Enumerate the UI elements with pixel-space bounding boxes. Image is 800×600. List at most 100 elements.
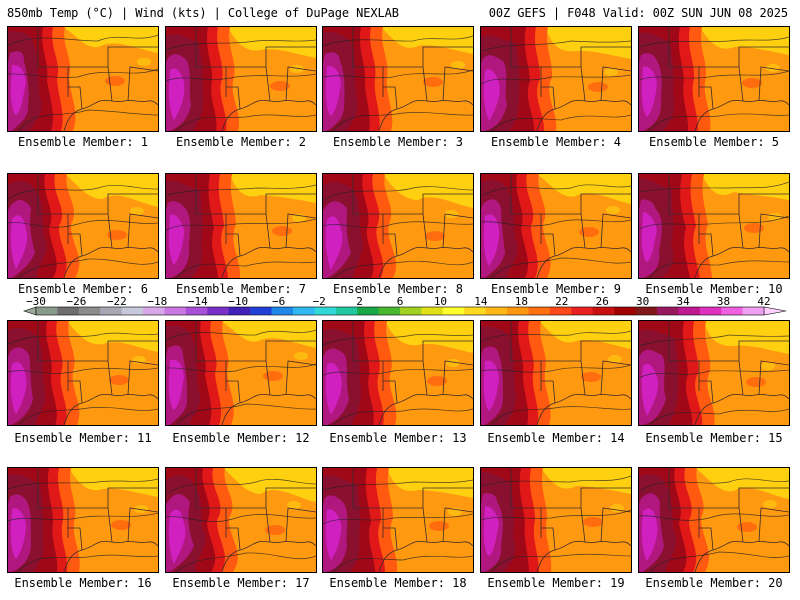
warm-blob xyxy=(425,231,445,241)
colorbar-swatch xyxy=(78,307,101,315)
colorbar-swatch xyxy=(292,307,315,315)
temperature-colorbar: −30 −26 −22 −18 −14 −10 −6 −2 2 6 10 14 18 22 26 30 34 38… xyxy=(23,296,787,316)
cool-blob xyxy=(608,355,622,363)
warm-blob xyxy=(429,521,449,531)
cool-blob xyxy=(451,61,465,69)
ensemble-panel xyxy=(638,467,790,573)
ensemble-member-label: Ensemble Member: 1 xyxy=(17,135,149,149)
cool-blob xyxy=(761,362,775,370)
colorbar-tick-label: 22 xyxy=(555,296,568,308)
cool-blob xyxy=(130,207,144,215)
colorbar-tick-label: 26 xyxy=(596,296,609,308)
ensemble-panel xyxy=(638,173,790,279)
colorbar-tick-label: 34 xyxy=(676,296,690,308)
colorbar-tick-label: 2 xyxy=(356,296,363,308)
height-contours xyxy=(323,334,473,425)
colorbar-swatch xyxy=(143,307,165,315)
cool-blob xyxy=(766,64,780,72)
colorbar-swatch xyxy=(378,307,401,315)
colorbar-swatch xyxy=(678,307,701,315)
cool-region xyxy=(385,321,473,353)
ensemble-member-label: Ensemble Member: 3 xyxy=(332,135,464,149)
magenta-region xyxy=(325,362,342,415)
warm-blob xyxy=(746,377,766,387)
colorbar-swatch xyxy=(507,307,529,315)
height-contours xyxy=(639,36,789,131)
colorbar-tick-label: 42 xyxy=(757,296,770,308)
colorbar-swatch xyxy=(121,307,144,315)
magenta-region xyxy=(10,508,26,559)
ensemble-member-label: Ensemble Member: 17 xyxy=(172,576,310,590)
magenta-region xyxy=(325,65,341,116)
cool-blob xyxy=(768,213,782,221)
state-borders xyxy=(195,468,316,572)
colorbar-tick-label: −30 xyxy=(26,296,46,308)
colorbar-tick-label: −10 xyxy=(228,296,248,308)
state-borders xyxy=(352,174,473,278)
height-contours xyxy=(639,181,789,278)
colorbar-frame xyxy=(35,306,765,316)
map-title: 850mb Temp (°C) | Wind (kts) | College o… xyxy=(7,6,399,20)
warm-blob xyxy=(423,77,443,87)
warm-blob xyxy=(583,517,603,527)
magenta-region xyxy=(325,216,343,270)
colorbar-swatch xyxy=(592,307,615,315)
cool-region xyxy=(63,27,158,53)
height-contours xyxy=(166,39,316,131)
cool-region xyxy=(702,174,789,200)
height-contours xyxy=(166,479,316,572)
ensemble-member-label: Ensemble Member: 12 xyxy=(172,431,310,445)
state-borders xyxy=(510,27,631,131)
ensemble-panel xyxy=(165,173,317,279)
height-contours xyxy=(481,330,631,425)
colorbar-tick-label: 38 xyxy=(717,296,730,308)
ensemble-panel xyxy=(165,320,317,426)
colorbar-swatch xyxy=(699,307,722,315)
cool-blob xyxy=(610,504,624,512)
ensemble-panel xyxy=(165,467,317,573)
cool-blob xyxy=(137,58,151,66)
state-borders xyxy=(668,321,789,425)
ensemble-member-label: Ensemble Member: 19 xyxy=(487,576,625,590)
height-contours xyxy=(639,478,789,572)
cool-region xyxy=(387,468,473,498)
height-contours xyxy=(323,479,473,572)
ensemble-member-label: Ensemble Member: 7 xyxy=(175,282,307,296)
ensemble-member-label: Ensemble Member: 2 xyxy=(175,135,307,149)
magenta-region xyxy=(10,215,28,269)
colorbar-swatch xyxy=(185,307,208,315)
colorbar-swatch xyxy=(100,307,122,315)
ensemble-member-label: Ensemble Member: 13 xyxy=(329,431,467,445)
state-borders xyxy=(510,174,631,278)
colorbar-swatch xyxy=(528,307,551,315)
warm-blob xyxy=(263,371,283,381)
colorbar-arrow-right xyxy=(763,306,787,316)
magenta-region xyxy=(483,360,499,411)
magenta-region xyxy=(325,509,342,560)
magenta-region xyxy=(10,362,27,414)
ensemble-panel xyxy=(165,26,317,132)
state-borders xyxy=(668,468,789,572)
cool-region xyxy=(69,468,158,497)
colorbar-swatch xyxy=(164,307,187,315)
warm-blob xyxy=(270,81,290,91)
colorbar-tick-label: 14 xyxy=(474,296,488,308)
magenta-region xyxy=(641,508,658,561)
colorbar-swatch xyxy=(485,307,508,315)
warm-blob xyxy=(744,223,764,233)
magenta-region xyxy=(641,212,657,262)
magenta-region xyxy=(168,68,185,120)
cool-region xyxy=(539,321,631,349)
colorbar-swatch xyxy=(549,307,572,315)
ensemble-panel xyxy=(7,320,159,426)
warm-blob xyxy=(427,376,447,386)
ensemble-panel xyxy=(322,26,474,132)
colorbar-swatch xyxy=(250,307,272,315)
height-contours xyxy=(323,186,473,278)
colorbar-tick-label: 30 xyxy=(636,296,649,308)
colorbar-swatch xyxy=(335,307,358,315)
ensemble-member-label: Ensemble Member: 4 xyxy=(490,135,622,149)
colorbar-swatch xyxy=(207,307,230,315)
colorbar-tick-label: 18 xyxy=(515,296,528,308)
height-contours xyxy=(8,478,158,572)
